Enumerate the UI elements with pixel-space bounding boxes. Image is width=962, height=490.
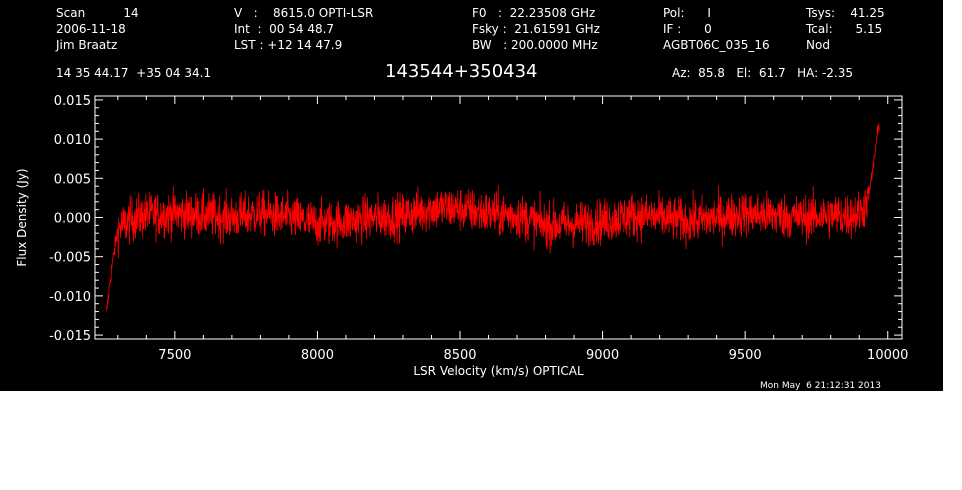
- lst-readout: LST : +12 14 47.9: [234, 38, 343, 52]
- integration-time: Int : 00 54 48.7: [234, 22, 335, 36]
- pointing-readout: Az: 85.8 El: 61.7 HA: -2.35: [672, 66, 854, 80]
- rest-frequency: F0 : 22.23508 GHz: [472, 6, 596, 20]
- axis-ticks: 7500 8000 8500 9000 9500 10000 -0.015 -0.010 -0.…: [49, 94, 908, 363]
- y-tick-label: 0.005: [54, 172, 91, 187]
- scan-number: Scan 14: [56, 6, 139, 20]
- source-name: 143544+350434: [385, 61, 538, 82]
- x-tick-label: 9000: [586, 348, 619, 363]
- if-number: IF : 0: [663, 22, 712, 36]
- y-tick-label: -0.005: [49, 251, 91, 266]
- y-tick-label: -0.010: [49, 290, 91, 305]
- y-tick-label: -0.015: [49, 329, 91, 344]
- sky-frequency: Fsky : 21.61591 GHz: [472, 22, 600, 36]
- source-coordinates: 14 35 44.17 +35 04 34.1: [56, 66, 212, 80]
- plot-timestamp: Mon May 6 21:12:31 2013: [760, 381, 881, 391]
- tcal-readout: Tcal: 5.15: [806, 22, 883, 36]
- x-tick-label: 8000: [301, 348, 334, 363]
- plot-panel: Scan 14 2006-11-18 Jim Braatz V : 8615.0…: [0, 0, 943, 391]
- velocity-readout: V : 8615.0 OPTI-LSR: [234, 6, 374, 20]
- bandwidth: BW : 200.0000 MHz: [472, 38, 598, 52]
- polarization: Pol: I: [663, 6, 711, 20]
- tsys-readout: Tsys: 41.25: [806, 6, 885, 20]
- y-tick-label: 0.010: [54, 133, 91, 148]
- spectrum-line: [106, 123, 880, 312]
- x-tick-label: 8500: [443, 348, 476, 363]
- x-tick-label: 10000: [867, 348, 908, 363]
- x-tick-label: 7500: [158, 348, 191, 363]
- y-axis-label: Flux Density (Jy): [15, 168, 29, 266]
- switching-mode: Nod: [806, 38, 830, 52]
- observation-date: 2006-11-18: [56, 22, 126, 36]
- spectrum-chart: 7500 8000 8500 9000 9500 10000 -0.015 -0.010 -0.…: [15, 94, 908, 378]
- x-tick-label: 9500: [729, 348, 762, 363]
- spectrum-trace: [106, 123, 880, 312]
- y-tick-label: 0.015: [54, 94, 91, 109]
- observer-name: Jim Braatz: [56, 38, 118, 52]
- project-id: AGBT06C_035_16: [663, 38, 770, 52]
- x-axis-label: LSR Velocity (km/s) OPTICAL: [413, 364, 584, 378]
- y-tick-label: 0.000: [54, 212, 91, 227]
